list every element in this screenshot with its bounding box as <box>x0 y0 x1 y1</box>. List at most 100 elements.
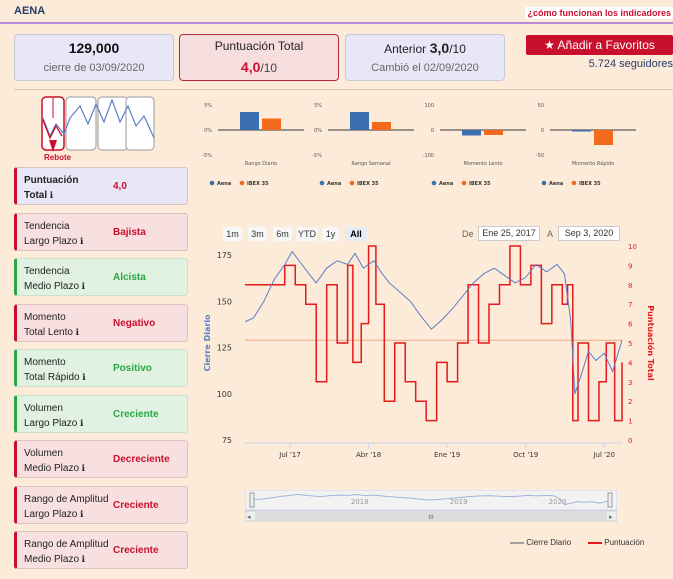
mini-bar <box>484 130 503 135</box>
mini-legend-label: IBEX 35 <box>579 181 601 187</box>
indicator-label-line1: Rango de Amplitud <box>24 539 109 550</box>
y2-tick-label: 8 <box>628 282 632 290</box>
indicator-title: Tendencia Largo Plazo ℹ <box>24 219 116 249</box>
legend-score[interactable]: Puntuación <box>588 538 644 547</box>
navigator-handle-left <box>249 492 255 508</box>
indicator-card[interactable]: Tendencia Medio Plazo ℹ Alcista <box>14 258 188 296</box>
x-tick-label: Ene '19 <box>434 451 460 459</box>
price-line <box>244 250 623 394</box>
x-tick-label: Oct '19 <box>513 451 538 459</box>
indicator-label-line1: Puntuación <box>24 175 79 186</box>
indicator-card[interactable]: Volumen Medio Plazo ℹ Decreciente <box>14 440 188 478</box>
mini-bar-chart[interactable]: 5% 0% -5% Rango Semanal Aena IBEX 35 <box>310 100 418 192</box>
mini-bar-chart[interactable]: 100 0 -100 Momento Lento Aena IBEX 35 <box>422 100 530 192</box>
scroll-left-icon: ◂ <box>247 513 251 521</box>
y-axis-title: Cierre Diario <box>203 314 212 372</box>
indicator-card[interactable]: Tendencia Largo Plazo ℹ Bajista <box>14 212 188 251</box>
range-button[interactable]: 6m <box>273 227 292 241</box>
indicator-label-line2: Total Lento <box>24 326 73 338</box>
indicator-label-line1: Tendencia <box>24 266 70 277</box>
indicator-label-line2: Largo Plazo <box>24 417 78 429</box>
indicator-label-line2: Total Rápido <box>24 372 80 383</box>
navigator-series <box>252 493 610 506</box>
range-from-input[interactable]: Ene 25, 2017 <box>478 226 540 241</box>
indicator-value: Bajista <box>113 226 146 238</box>
navigator-handle-right <box>607 492 613 508</box>
indicator-card[interactable]: Puntuación Total ℹ 4,0 <box>14 167 188 205</box>
range-to-input[interactable]: Sep 3, 2020 <box>558 226 620 241</box>
info-icon[interactable]: ℹ <box>72 326 79 337</box>
add-favorites-button[interactable]: ★ Añadir a Favoritos <box>526 35 673 55</box>
previous-score-changed: Cambió el 02/09/2020 <box>371 62 479 74</box>
total-score-value-line: 4,0/10 <box>180 59 338 75</box>
close-price-label: cierre de 03/09/2020 <box>43 62 145 74</box>
mini-legend-marker <box>349 180 355 186</box>
info-icon[interactable]: ℹ <box>79 281 85 291</box>
divider <box>14 89 673 90</box>
indicator-label-line2: Medio Plazo <box>24 463 80 474</box>
info-icon[interactable]: ℹ <box>77 508 84 519</box>
indicator-value: Creciente <box>113 408 159 420</box>
indicator-value: Alcista <box>113 272 146 283</box>
mini-y-tick: -5% <box>202 153 212 159</box>
star-icon: ★ <box>544 38 555 52</box>
indicator-label-line2: Largo Plazo <box>24 235 78 247</box>
info-icon[interactable]: ℹ <box>77 235 84 246</box>
legend-score-label: Puntuación <box>604 538 645 547</box>
indicator-label-line2: Medio Plazo <box>24 281 80 292</box>
legend-price-label: Cierre Diario <box>526 538 572 547</box>
indicator-card[interactable]: Volumen Largo Plazo ℹ Creciente <box>14 394 188 433</box>
mini-y-tick: 0 <box>541 128 544 134</box>
scrollbar-grip-icon: III <box>428 514 434 521</box>
mini-x-label: Momento Rápido <box>572 160 614 167</box>
previous-score-value: 3,0 <box>429 40 450 56</box>
range-button[interactable]: All <box>345 227 367 241</box>
y2-tick-label: 3 <box>628 379 632 387</box>
rebote-label: Rebote <box>44 153 72 162</box>
info-icon[interactable]: ℹ <box>79 554 85 564</box>
indicator-card[interactable]: Rango de Amplitud Medio Plazo ℹ Creciente <box>14 531 188 569</box>
indicator-label-line1: Momento <box>24 357 66 368</box>
close-price-value: 129,000 <box>68 40 120 56</box>
indicator-title: Rango de Amplitud Largo Plazo ℹ <box>24 492 116 522</box>
legend-score-swatch <box>588 541 602 544</box>
range-button[interactable]: 1m <box>223 227 242 241</box>
info-icon[interactable]: ℹ <box>47 190 54 200</box>
indicator-label-line1: Volumen <box>24 402 63 414</box>
mini-legend-label: Aena <box>217 181 231 187</box>
indicator-value: Decreciente <box>113 454 170 465</box>
mini-bar <box>372 122 391 130</box>
info-icon[interactable]: ℹ <box>79 372 86 382</box>
x-tick-label: Jul '20 <box>592 451 615 459</box>
top-bar: AENA ¿cómo funcionan los indicadores <box>0 0 673 24</box>
y-tick-label: 125 <box>217 344 232 353</box>
legend-price[interactable]: Cierre Diario <box>510 538 571 547</box>
range-button[interactable]: YTD <box>296 227 318 241</box>
info-icon[interactable]: ℹ <box>79 463 85 473</box>
indicator-title: Momento Total Rápido ℹ <box>24 355 116 385</box>
howto-link[interactable]: ¿cómo funcionan los indicadores <box>525 7 673 19</box>
indicator-value: Negativo <box>113 317 156 329</box>
indicator-card[interactable]: Rango de Amplitud Largo Plazo ℹ Creciente <box>14 485 188 524</box>
y-tick-label: 150 <box>217 297 232 306</box>
score-line <box>245 245 623 422</box>
mini-bar <box>572 130 591 132</box>
info-icon[interactable]: ℹ <box>77 417 84 428</box>
mini-legend-label: Aena <box>327 181 341 187</box>
mini-legend-label: IBEX 35 <box>357 181 379 187</box>
mini-y-tick: -50 <box>536 153 544 159</box>
indicator-title: Volumen Medio Plazo ℹ <box>24 446 116 476</box>
navigator[interactable]: 2018 2019 2020 ◂ ▸ III <box>245 490 617 522</box>
indicator-card[interactable]: Momento Total Rápido ℹ Positivo <box>14 349 188 387</box>
mini-bar-chart[interactable]: 50 0 -50 Momento Rápido Aena IBEX 35 <box>532 100 640 192</box>
indicator-label-line2: Medio Plazo <box>24 554 80 565</box>
x-tick-label: Abr '18 <box>356 451 381 459</box>
indicator-card[interactable]: Momento Total Lento ℹ Negativo <box>14 303 188 342</box>
mini-bar <box>594 130 613 145</box>
range-button[interactable]: 3m <box>248 227 267 241</box>
mini-bar-chart[interactable]: 5% 0% -5% Rango Diario Aena IBEX 35 <box>200 100 308 192</box>
indicator-value: Creciente <box>113 499 159 511</box>
range-button[interactable]: 1y <box>322 227 339 241</box>
main-chart[interactable]: 75 100 125 150 175 0 1 2 3 4 5 6 7 8 9 10 Cierre Diario P… <box>200 235 660 535</box>
mini-y-tick: -5% <box>312 153 322 159</box>
